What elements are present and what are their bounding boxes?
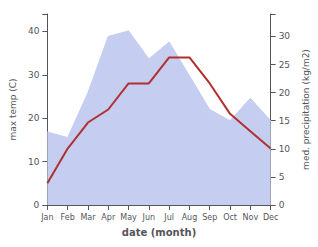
svg-text:Aug: Aug (182, 213, 198, 222)
svg-text:max temp (C): max temp (C) (8, 78, 18, 140)
svg-text:Feb: Feb (61, 213, 75, 222)
svg-text:20: 20 (279, 88, 291, 98)
svg-text:med. precipitation (kg/m2): med. precipitation (kg/m2) (301, 49, 311, 170)
svg-text:Mar: Mar (80, 213, 96, 222)
svg-text:10: 10 (279, 144, 291, 154)
svg-text:5: 5 (279, 172, 285, 182)
svg-text:20: 20 (28, 113, 40, 123)
svg-text:May: May (120, 213, 137, 222)
svg-text:Dec: Dec (263, 213, 278, 222)
svg-text:Jan: Jan (40, 213, 53, 222)
svg-text:40: 40 (28, 26, 40, 36)
svg-text:Jun: Jun (142, 213, 156, 222)
svg-text:25: 25 (279, 60, 290, 70)
svg-text:15: 15 (279, 116, 290, 126)
svg-text:Sep: Sep (202, 213, 217, 222)
svg-text:Apr: Apr (101, 213, 116, 222)
svg-text:date (month): date (month) (122, 227, 196, 238)
svg-text:30: 30 (28, 70, 40, 80)
svg-text:0: 0 (279, 200, 285, 210)
svg-text:30: 30 (279, 31, 291, 41)
svg-text:Jul: Jul (163, 213, 174, 222)
svg-text:10: 10 (28, 157, 40, 167)
svg-text:Nov: Nov (243, 213, 259, 222)
svg-text:Oct: Oct (223, 213, 237, 222)
svg-text:0: 0 (34, 200, 40, 210)
